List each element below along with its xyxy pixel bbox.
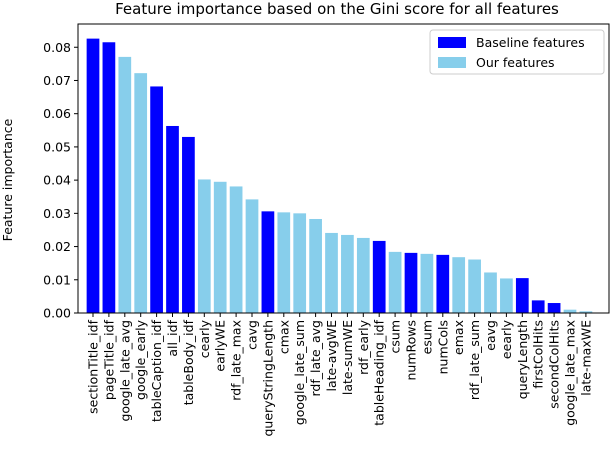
y-tick-label: 0.03 [43, 206, 71, 221]
bar-rdf_late_max [229, 186, 243, 313]
x-tick-label: all_idf [165, 319, 180, 356]
x-tick-label: pageTitle_idf [101, 319, 116, 400]
x-tick-label: google_late_avg [117, 320, 132, 422]
x-axis-ticks: sectionTitle_idf pageTitle_idf google_late… [86, 313, 593, 437]
legend-swatch-baseline [438, 37, 466, 48]
bar-late-sumWE [341, 234, 354, 313]
legend-swatch-ours [438, 57, 466, 68]
bar-numRows [404, 252, 418, 313]
legend-label-baseline: Baseline features [476, 35, 585, 50]
legend-label-ours: Our features [476, 55, 555, 70]
x-tick-label: sectionTitle_idf [86, 319, 101, 413]
y-tick-label: 0.07 [43, 73, 71, 88]
x-tick-label: rdf_early [356, 319, 371, 374]
x-tick-label: tableCaption_idf [149, 319, 164, 422]
x-tick-label: tableBody_idf [181, 319, 196, 405]
bar-queryStringLength [261, 211, 275, 313]
bar-tableCaption_idf [150, 86, 163, 313]
bar-cavg [245, 199, 259, 313]
x-tick-label: rdf_late_avg [308, 320, 323, 396]
x-tick-label: google_late_sum [292, 320, 307, 425]
bar-secondColHits [547, 303, 561, 313]
chart-title: Feature importance based on the Gini sco… [115, 0, 559, 18]
x-tick-label: google_late_max [563, 320, 578, 426]
x-tick-label: late-sumWE [340, 320, 355, 395]
y-tick-label: 0.06 [43, 106, 71, 121]
y-axis-label: Feature importance [0, 118, 15, 241]
x-tick-label: emax [451, 320, 466, 355]
bar-sectionTitle_idf [86, 38, 100, 314]
bar-tableBody_idf [182, 136, 195, 313]
x-tick-label: numCols [435, 320, 450, 374]
x-tick-label: eavg [483, 320, 498, 351]
bar-pageTitle_idf [102, 42, 116, 314]
x-tick-label: csum [388, 320, 403, 353]
bar-late-avgWE [325, 232, 338, 313]
x-tick-label: google_early [133, 319, 148, 400]
x-tick-label: rdf_late_sum [467, 320, 482, 400]
y-axis-ticks: 0.00 0.01 0.02 0.03 0.04 0.05 0.06 0.07 0.08 [43, 40, 78, 321]
bars-group [86, 38, 593, 314]
x-tick-label: firstColHits [531, 320, 546, 389]
bar-google_late_avg [118, 56, 132, 313]
bar-esum [420, 253, 434, 313]
y-tick-label: 0.04 [43, 173, 71, 188]
bar-numCols [436, 254, 450, 313]
bar-rdf_late_avg [309, 218, 322, 313]
bar-earlyWE [213, 181, 227, 313]
x-tick-label: cmax [276, 320, 291, 354]
bar-rdf_early [356, 237, 370, 313]
bar-emax [452, 257, 466, 313]
x-tick-label: secondColHits [547, 320, 562, 409]
y-tick-label: 0.05 [43, 139, 71, 154]
bar-csum [388, 251, 402, 313]
bar-google_late_max [563, 309, 577, 313]
x-tick-label: cearly [197, 319, 212, 358]
bar-google_late_sum [293, 213, 307, 313]
bar-tableHeading_idf [372, 240, 386, 313]
x-tick-label: late-avgWE [324, 320, 339, 392]
legend-box [429, 29, 605, 75]
bar-cearly [197, 179, 211, 313]
bar-eavg [484, 272, 497, 313]
bar-rdf_late_sum [468, 259, 481, 313]
bar-queryLength [515, 278, 529, 313]
x-tick-label: tableHeading_idf [372, 319, 387, 425]
x-tick-label: numRows [404, 320, 419, 381]
bar-all_idf [166, 125, 179, 313]
x-tick-label: rdf_late_max [229, 320, 244, 401]
x-tick-label: earlyWE [213, 320, 228, 372]
x-tick-label: eearly [499, 319, 514, 359]
y-tick-label: 0.08 [43, 40, 71, 55]
bar-late-maxWE [579, 311, 593, 313]
x-tick-label: cavg [245, 320, 260, 350]
bar-eearly [500, 278, 513, 313]
bar-google_early [134, 73, 148, 313]
bar-cmax [277, 212, 291, 313]
y-tick-label: 0.01 [43, 272, 71, 287]
plot-frame [77, 23, 610, 314]
x-tick-label: queryLength [515, 320, 530, 399]
legend: Baseline features Our features [429, 29, 605, 75]
x-tick-label: queryStringLength [260, 320, 275, 437]
y-tick-label: 0.00 [43, 306, 71, 321]
x-tick-label: late-maxWE [578, 320, 593, 396]
y-tick-label: 0.02 [43, 239, 71, 254]
x-tick-label: esum [419, 320, 434, 354]
bar-firstColHits [531, 300, 545, 313]
